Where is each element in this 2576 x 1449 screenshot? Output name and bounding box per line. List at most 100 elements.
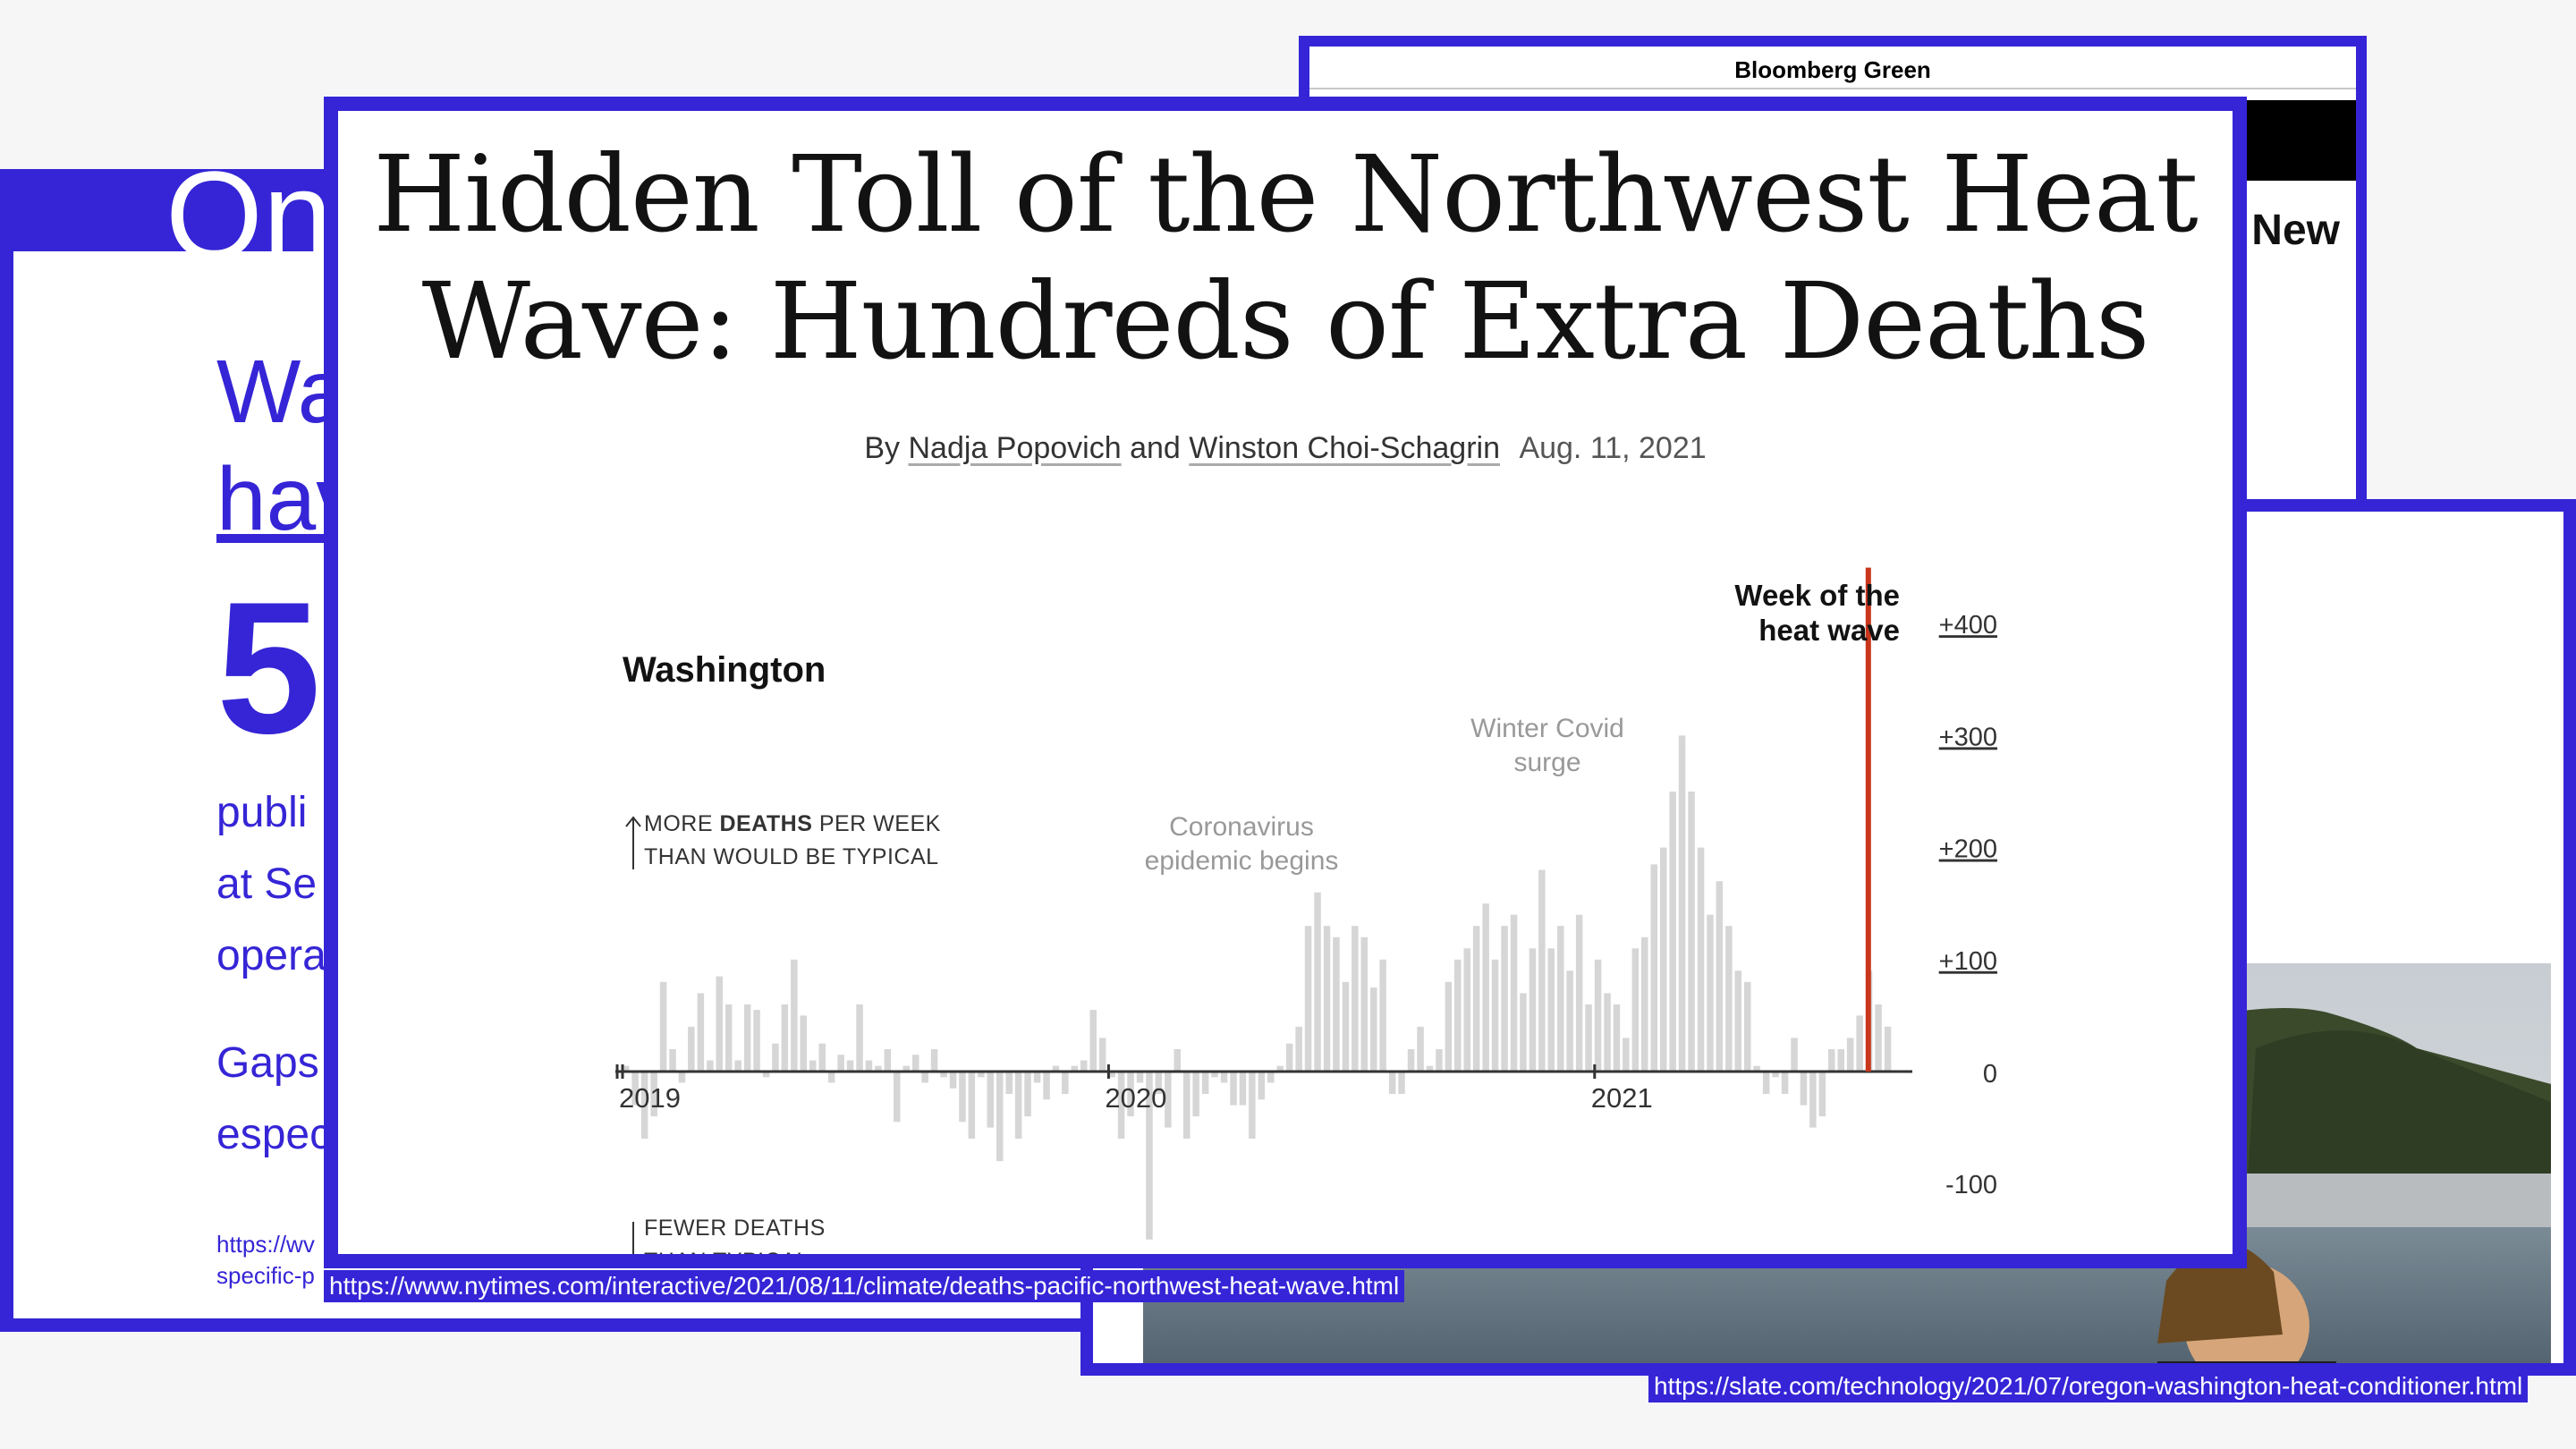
bar	[1211, 1072, 1218, 1078]
bar	[865, 1060, 873, 1072]
bar	[1762, 1072, 1770, 1094]
bar	[894, 1072, 901, 1123]
bar	[940, 1072, 947, 1078]
left-slide-link2[interactable]: specific-p	[216, 1262, 315, 1289]
bar	[1445, 981, 1453, 1072]
bar	[1594, 959, 1602, 1072]
bar	[1239, 1072, 1247, 1106]
bar	[1398, 1072, 1405, 1094]
bar	[996, 1072, 1004, 1162]
bar	[1323, 926, 1331, 1072]
bar	[959, 1072, 966, 1123]
y-tick-label: +200	[1939, 835, 1997, 864]
up-label-post: PER WEEK	[812, 811, 940, 836]
bar	[1098, 1038, 1106, 1072]
axis-layer: 2019 2020 2021 +400 +300 +200 +100 0 -100	[619, 611, 1997, 1199]
bar	[978, 1072, 985, 1078]
author-link-2[interactable]: Winston Choi-Schagrin	[1189, 431, 1500, 465]
y-tick-label: -100	[1945, 1171, 1997, 1199]
bar	[827, 1072, 835, 1083]
bar	[818, 1043, 826, 1072]
bar	[781, 1004, 789, 1072]
y-tick-label: +100	[1939, 947, 1997, 976]
bar	[1360, 936, 1368, 1072]
bar	[1192, 1072, 1199, 1117]
up-label-line1: MORE DEATHS PER WEEK	[644, 811, 941, 836]
bar	[809, 1060, 817, 1072]
bar	[762, 1072, 770, 1078]
bar	[1613, 1004, 1621, 1072]
heat-wave-label-line2: heat wave	[1758, 614, 1900, 647]
bloomberg-brand: Bloomberg Green	[1309, 47, 2356, 89]
bar	[1080, 1060, 1088, 1072]
bar	[1482, 903, 1489, 1072]
bar	[1781, 1072, 1789, 1094]
bar	[678, 1072, 686, 1083]
up-label-bold: DEATHS	[719, 811, 812, 836]
bar	[1604, 993, 1611, 1072]
slate-url-link[interactable]: https://slate.com/technology/2021/07/ore…	[1648, 1370, 2529, 1402]
bar	[669, 1049, 676, 1072]
bar	[1183, 1072, 1191, 1140]
left-slide-line5: opera	[216, 932, 326, 979]
bar	[968, 1072, 976, 1140]
bar	[1426, 1065, 1434, 1072]
bar	[1744, 981, 1751, 1072]
byline-by: By	[864, 431, 901, 465]
bar	[1314, 892, 1321, 1072]
bar	[1005, 1072, 1013, 1094]
nyt-url-link[interactable]: https://www.nytimes.com/interactive/2021…	[324, 1270, 1405, 1302]
bar	[1623, 1038, 1630, 1072]
bar	[1510, 914, 1518, 1072]
bar	[884, 1049, 892, 1072]
bar	[688, 1026, 695, 1072]
bar	[1276, 1065, 1284, 1072]
bar	[1220, 1072, 1228, 1083]
bar	[1716, 881, 1724, 1072]
excess-deaths-chart: 2019 2020 2021 +400 +300 +200 +100 0 -100 Washin…	[615, 567, 1997, 1254]
left-slide-line6: Gaps	[216, 1039, 319, 1087]
bar	[1538, 869, 1546, 1072]
bar	[1566, 970, 1573, 1072]
bar	[724, 1004, 733, 1072]
bar	[1659, 847, 1667, 1072]
bar	[1856, 1015, 1863, 1072]
bar	[921, 1072, 928, 1083]
bar	[800, 1015, 807, 1072]
bar	[659, 981, 667, 1072]
bar	[743, 1004, 751, 1072]
x-tick-label: 2021	[1591, 1082, 1653, 1114]
y-tick-label: +300	[1939, 723, 1997, 751]
annotation-winter-surge: Winter Covid surge	[1470, 714, 1624, 777]
bar	[1417, 1026, 1424, 1072]
left-slide-big-number: 5	[216, 563, 321, 773]
left-slide-link1[interactable]: https://wv	[216, 1231, 315, 1258]
bar	[1379, 959, 1386, 1072]
bar	[1697, 847, 1705, 1072]
bar	[623, 1065, 630, 1072]
x-tick-label: 2020	[1105, 1082, 1166, 1114]
bar	[1837, 1049, 1844, 1072]
bar	[1707, 914, 1714, 1072]
bar	[772, 1043, 779, 1072]
bar	[1454, 959, 1462, 1072]
bar	[1024, 1072, 1031, 1117]
bar	[1089, 1010, 1097, 1072]
bar	[1491, 959, 1499, 1072]
bar	[1678, 735, 1686, 1072]
bar	[1520, 993, 1527, 1072]
bar	[640, 1072, 648, 1140]
author-link-1[interactable]: Nadja Popovich	[908, 431, 1122, 465]
left-slide-line7: espec	[216, 1111, 332, 1158]
left-slide-title: On	[165, 145, 333, 285]
bar	[1108, 1072, 1115, 1078]
bar	[1772, 1072, 1779, 1078]
bar	[837, 1055, 844, 1072]
bar	[1501, 926, 1508, 1072]
bar	[1352, 926, 1359, 1072]
bar	[1436, 1049, 1443, 1072]
bar	[1875, 1004, 1882, 1072]
bar	[1791, 1038, 1798, 1072]
publish-date: Aug. 11, 2021	[1519, 431, 1707, 465]
annotation-winter-line2: surge	[1513, 748, 1580, 777]
